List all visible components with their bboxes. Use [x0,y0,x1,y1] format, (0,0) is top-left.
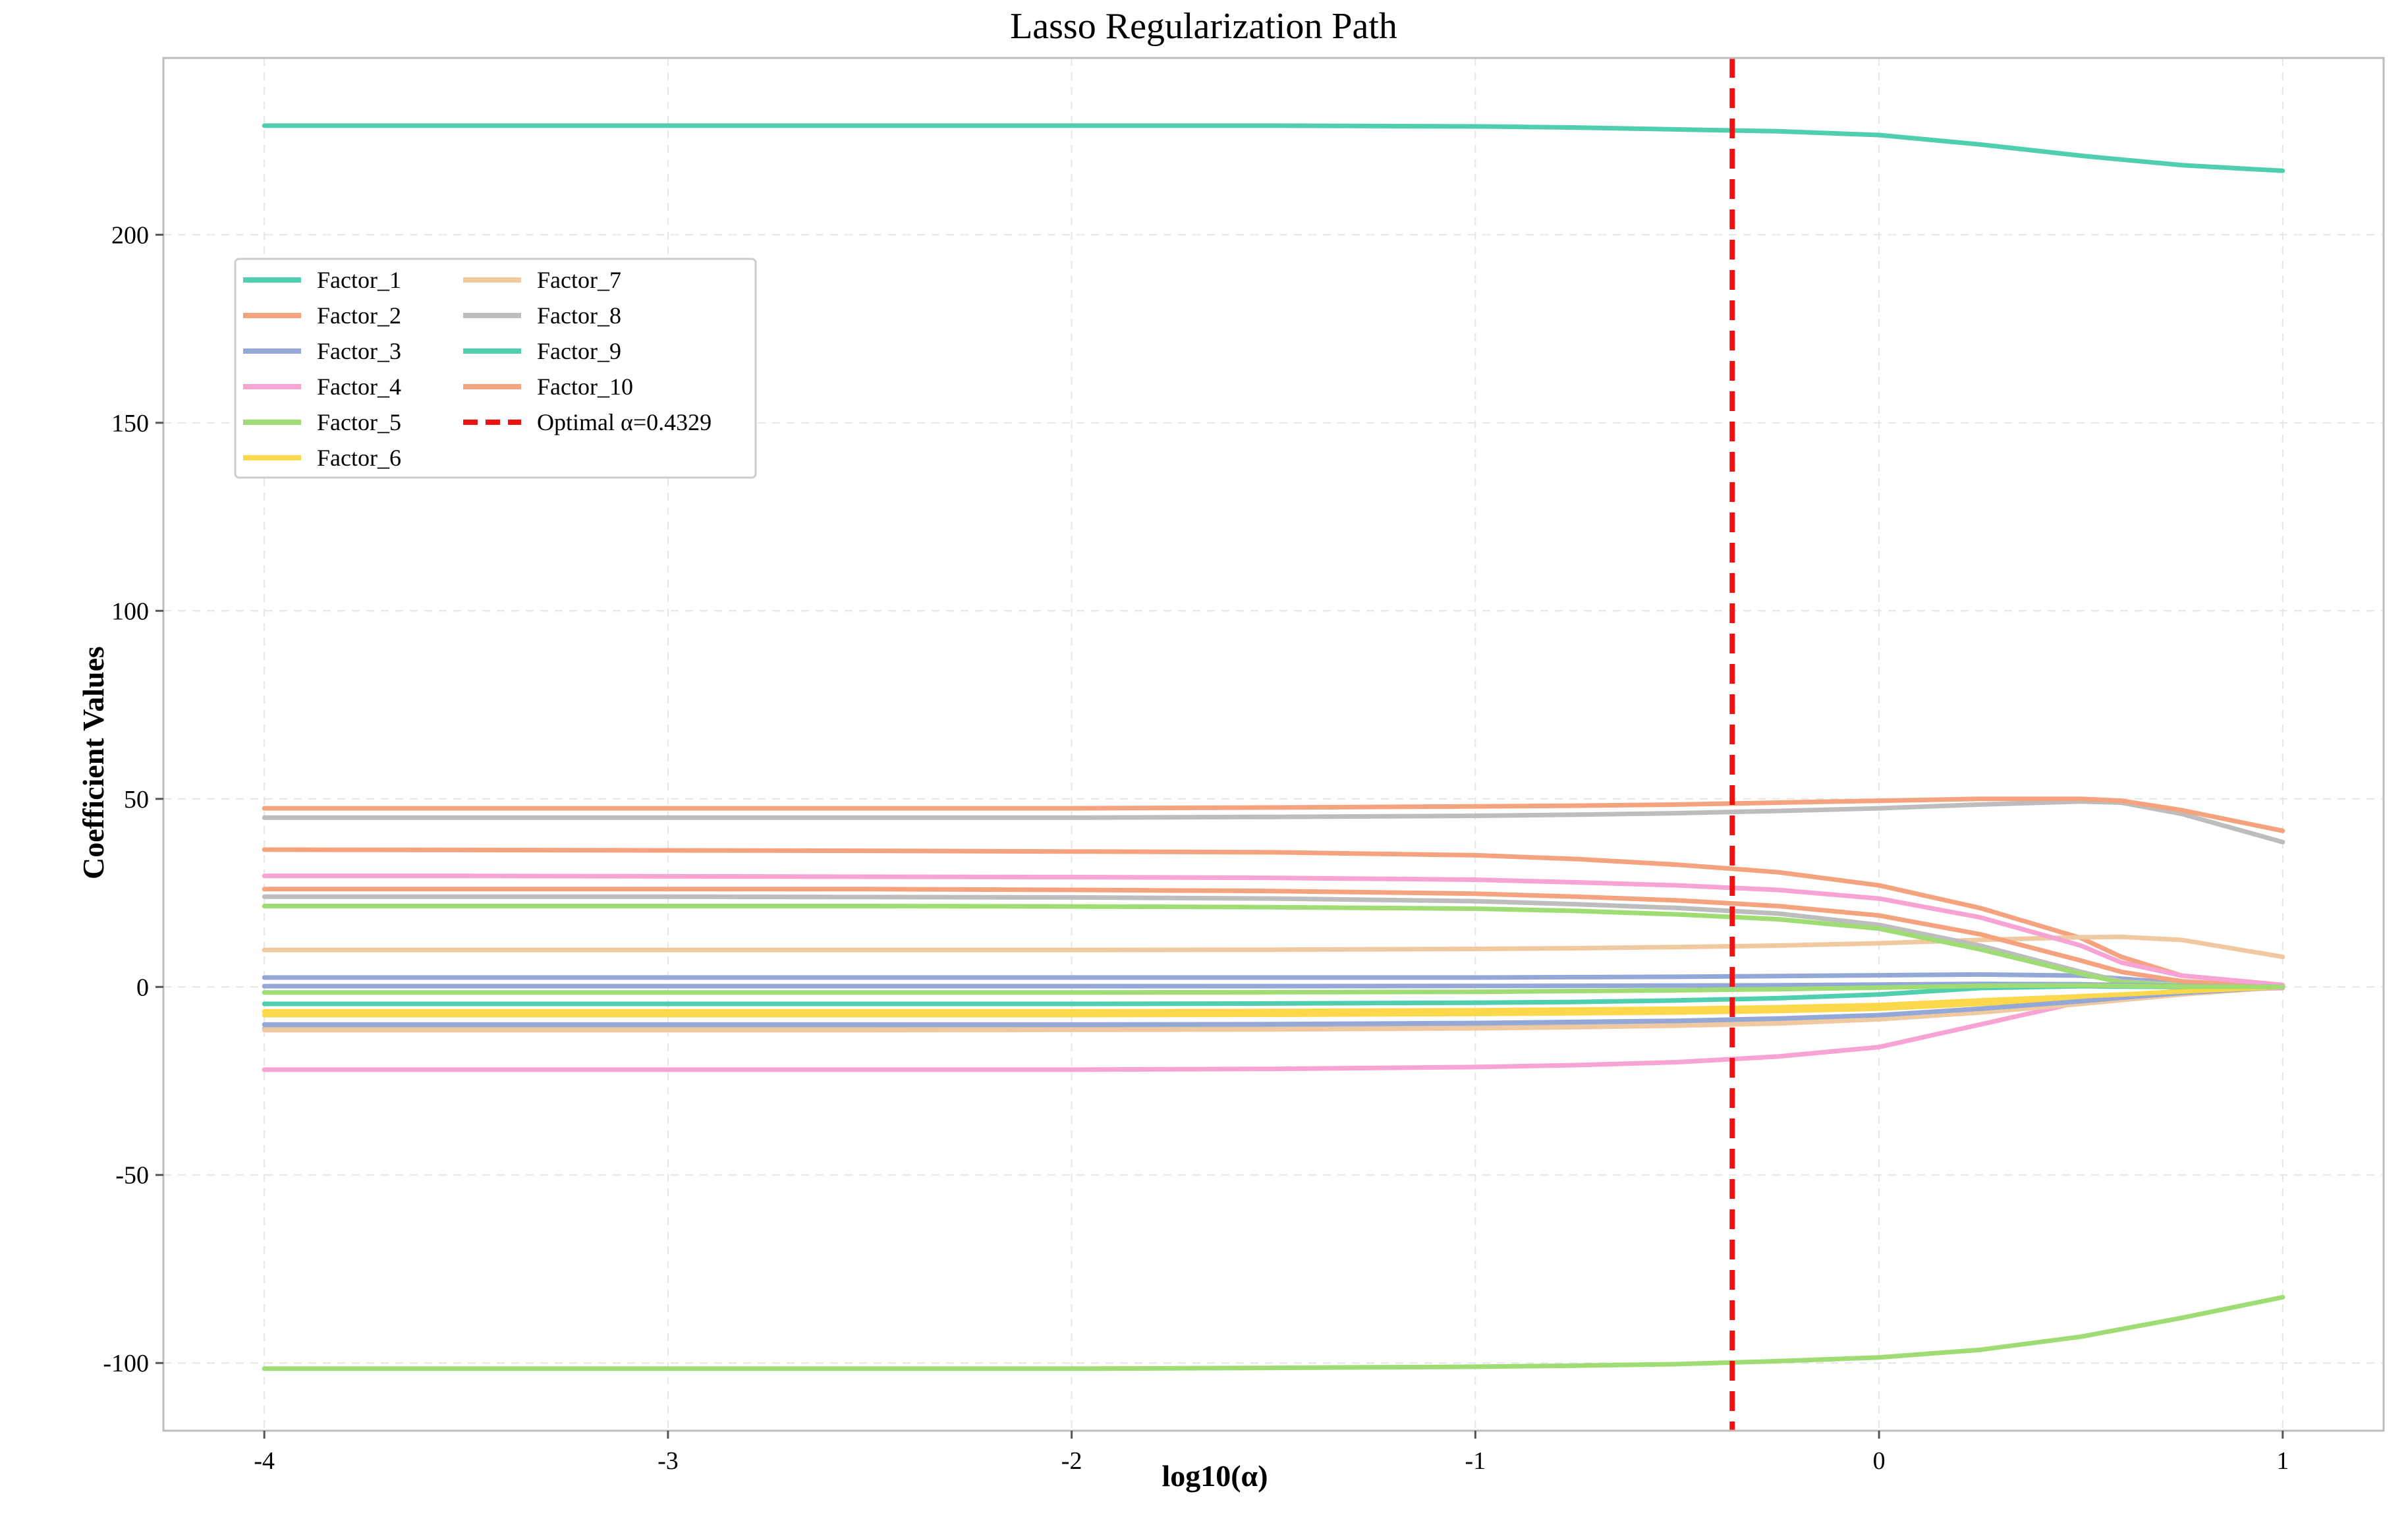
legend-factor-10-label: Factor_10 [537,373,633,400]
series-line-factor-1 [262,123,2285,173]
x-tick-label: -4 [254,1447,275,1475]
y-tick-label: 150 [111,410,149,437]
y-tick-label: 0 [136,974,149,1001]
x-tick-label: -2 [1061,1447,1082,1475]
legend-factor-1-label: Factor_1 [317,267,401,293]
series-line-factor-5 [262,1294,2285,1371]
series-line-unlabeled-17 [262,984,2285,1014]
series-line-unlabeled-15 [262,984,2285,1033]
legend: Factor_1 Factor_2 Factor_3 Factor_4 Factor_5… [234,258,757,479]
legend-entries: Factor_1 Factor_2 Factor_3 Factor_4 Factor_5… [243,267,712,471]
axis-ticks: -4 -3 -2 -1 0 1 -100 -50 0 50 100 150 200 [103,221,2289,1475]
x-tick-label: -3 [658,1447,679,1475]
y-tick-label: 200 [111,221,149,249]
chart-title: Lasso Regularization Path [1010,6,1397,47]
y-tick-label: 100 [111,597,149,625]
series-line-unlabeled-12 [262,887,2285,989]
legend-factor-2-label: Factor_2 [317,302,401,329]
y-axis-label: Coefficient Values [76,646,110,879]
legend-optimal-alpha-label: Optimal α=0.4329 [537,409,712,435]
legend-factor-7-label: Factor_7 [537,267,621,293]
x-tick-label: -1 [1465,1447,1486,1475]
plot-frame [162,57,2385,1432]
series-line-unlabeled-11 [262,904,2285,989]
y-tick-label: 50 [124,786,149,814]
series-line-unlabeled-13 [262,873,2285,987]
series-line-factor-10 [262,796,2285,833]
series-line-unlabeled-19 [262,983,2285,995]
series-lines [262,123,2285,1371]
y-tick-label: -50 [115,1162,149,1190]
legend-factor-6-label: Factor_6 [317,445,401,471]
legend-factor-8-label: Factor_8 [537,302,621,329]
x-axis-label: log10(α) [1162,1459,1268,1493]
y-tick-label: -100 [103,1350,149,1377]
series-line-factor-2 [262,847,2285,987]
legend-factor-4-label: Factor_4 [317,373,401,400]
series-line-factor-7 [262,934,2285,960]
x-tick-label: 1 [2276,1447,2289,1475]
series-line-unlabeled-16 [262,984,2285,1027]
legend-factor-3-label: Factor_3 [317,338,401,364]
x-tick-label: 0 [1873,1447,1886,1475]
legend-factor-9-label: Factor_9 [537,338,621,364]
legend-frame [234,258,757,479]
legend-factor-5-label: Factor_5 [317,409,401,435]
